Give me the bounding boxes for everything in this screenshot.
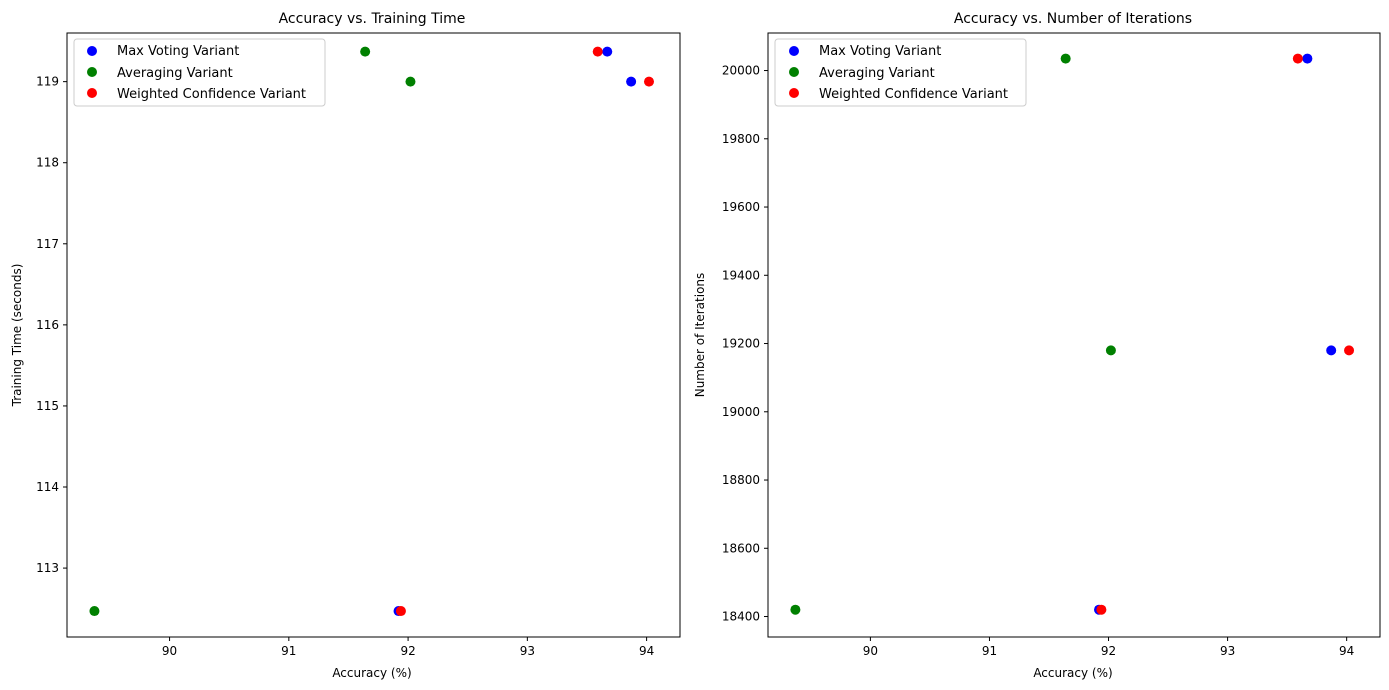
data-point [1105, 345, 1116, 356]
x-axis-label: Accuracy (%) [1033, 666, 1112, 680]
x-tick-label: 94 [639, 644, 654, 658]
legend-marker [789, 67, 799, 77]
data-point [405, 76, 416, 87]
y-axis-label: Training Time (seconds) [10, 264, 24, 408]
y-axis-label: Number of Iterations [693, 273, 707, 398]
data-point [89, 606, 100, 617]
y-tick-label: 19800 [722, 132, 760, 146]
data-point [643, 76, 654, 87]
x-tick-label: 92 [400, 644, 415, 658]
data-points [790, 53, 1355, 615]
y-tick-label: 20000 [722, 64, 760, 78]
y-axis-ticks: 113 114 115 116 117 118 119 [36, 75, 67, 575]
data-point [1096, 604, 1107, 615]
y-tick-label: 113 [36, 561, 59, 575]
legend: Max Voting Variant Averaging Variant Wei… [774, 38, 1027, 107]
chart-title: Accuracy vs. Training Time [279, 11, 466, 27]
x-tick-label: 93 [520, 644, 535, 658]
legend-marker [87, 67, 97, 77]
y-tick-label: 19400 [722, 268, 760, 282]
legend: Max Voting Variant Averaging Variant Wei… [73, 38, 326, 107]
data-point [1344, 345, 1355, 356]
data-points [89, 46, 654, 617]
data-point [1060, 53, 1071, 64]
legend-label: Weighted Confidence Variant [819, 87, 1008, 102]
x-tick-label: 93 [1220, 644, 1235, 658]
x-axis-label: Accuracy (%) [332, 666, 411, 680]
x-tick-label: 94 [1339, 644, 1354, 658]
x-tick-label: 91 [982, 644, 997, 658]
y-tick-label: 19000 [722, 405, 760, 419]
y-tick-label: 119 [36, 75, 59, 89]
legend-box [774, 38, 1027, 107]
x-axis-ticks: 90 91 92 93 94 [162, 637, 654, 658]
x-tick-label: 92 [1101, 644, 1116, 658]
data-point [395, 606, 406, 617]
data-point [360, 46, 371, 57]
legend-marker [789, 88, 799, 98]
x-tick-label: 90 [863, 644, 878, 658]
legend-marker [789, 46, 799, 56]
legend-marker [87, 88, 97, 98]
x-axis-ticks: 90 91 92 93 94 [863, 637, 1354, 658]
legend-label: Max Voting Variant [117, 44, 239, 59]
y-tick-label: 18600 [722, 541, 760, 555]
plot-area [66, 32, 681, 638]
data-point [1302, 53, 1313, 64]
legend-label: Weighted Confidence Variant [117, 87, 306, 102]
data-point [1292, 53, 1303, 64]
legend-marker [87, 46, 97, 56]
y-tick-label: 117 [36, 237, 59, 251]
data-point [1326, 345, 1337, 356]
y-tick-label: 18800 [722, 473, 760, 487]
y-tick-label: 18400 [722, 610, 760, 624]
data-point [592, 46, 603, 57]
y-tick-label: 116 [36, 318, 59, 332]
plot-area [767, 32, 1381, 638]
y-tick-label: 19200 [722, 337, 760, 351]
legend-label: Averaging Variant [117, 66, 233, 81]
y-tick-label: 118 [36, 156, 59, 170]
chart-training-time: Accuracy vs. Training Time 90 91 92 93 94 11… [10, 11, 681, 680]
chart-iterations: Accuracy vs. Number of Iterations 90 91 92… [693, 11, 1381, 680]
data-point [602, 46, 613, 57]
y-tick-label: 115 [36, 399, 59, 413]
x-tick-label: 91 [281, 644, 296, 658]
data-point [626, 76, 637, 87]
y-tick-label: 19600 [722, 200, 760, 214]
y-axis-ticks: 18400 18600 18800 19000 19200 19400 19600 19800… [722, 64, 768, 624]
legend-label: Max Voting Variant [819, 44, 941, 59]
legend-label: Averaging Variant [819, 66, 935, 81]
y-tick-label: 114 [36, 480, 59, 494]
legend-box [73, 38, 326, 107]
chart-title: Accuracy vs. Number of Iterations [954, 11, 1192, 27]
data-point [790, 604, 801, 615]
x-tick-label: 90 [162, 644, 177, 658]
